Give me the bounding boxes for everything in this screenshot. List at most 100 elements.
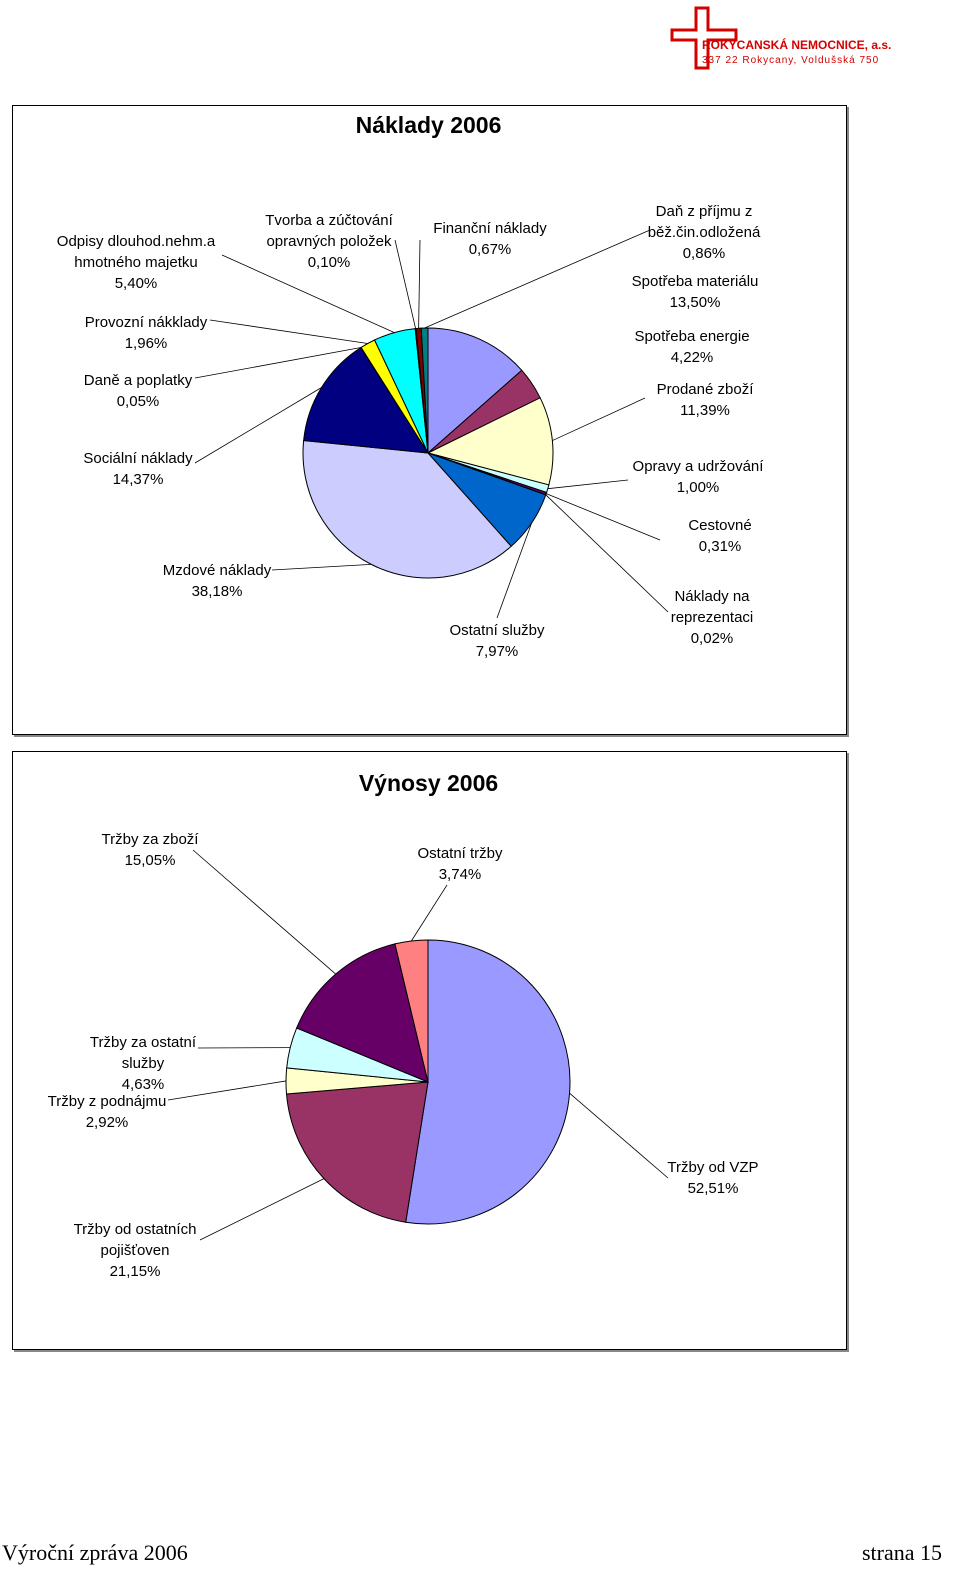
leader-line	[569, 1092, 669, 1179]
slice-value: 4,22%	[670, 349, 714, 366]
leader-line	[194, 387, 322, 464]
slice-value: 11,39%	[680, 402, 730, 419]
leader-line	[418, 239, 421, 329]
slice-value: 21,15%	[109, 1263, 161, 1280]
slice-label: Ostatní služby 7,97%	[427, 620, 567, 662]
chart-title: Náklady 2006	[355, 112, 502, 138]
slice-label: Prodané zboží 11,39%	[630, 379, 780, 421]
slice-category: Cestovné	[688, 517, 752, 534]
leader-line	[424, 229, 651, 329]
slice-value: 52,51%	[687, 1180, 739, 1197]
slice-value: 0,02%	[690, 630, 734, 647]
chart-frame	[12, 105, 847, 735]
slice-category: Tržby za zboží	[101, 831, 199, 848]
slice-value: 2,92%	[85, 1114, 129, 1131]
slice-category: Náklady na reprezentaci	[670, 588, 754, 626]
leader-line	[194, 347, 361, 379]
slice-label: Spotřeba energie 4,22%	[617, 326, 767, 368]
leader-line	[496, 522, 533, 619]
slice-value: 13,50%	[669, 294, 721, 311]
slice-category: Tržby od VZP	[667, 1159, 759, 1176]
slice-value: 38,18%	[191, 583, 243, 600]
leader-line	[271, 563, 372, 571]
leader-line	[192, 849, 336, 975]
slice-label: Tržby od ostatních pojišťoven 21,15%	[65, 1219, 205, 1282]
slice-category: Daně a poplatky	[83, 372, 193, 389]
footer-right: strana 15	[861, 1540, 942, 1565]
leader-line	[209, 319, 368, 344]
slice-label: Provozní nákklady 1,96%	[66, 312, 226, 354]
leader-line	[552, 397, 646, 441]
slice-category: Spotřeba materiálu	[631, 273, 759, 290]
slice-category: Finanční náklady	[433, 220, 547, 237]
footer-left: Výroční zpráva 2006	[2, 1540, 188, 1565]
leader-line	[545, 494, 669, 613]
slice-label: Mzdové náklady 38,18%	[142, 560, 292, 602]
slice-label: Náklady na reprezentaci 0,02%	[657, 586, 767, 649]
slice-category: Mzdové náklady	[162, 562, 272, 579]
slice-label: Tržby za zboží 15,05%	[75, 829, 225, 871]
leader-line	[221, 254, 395, 333]
slice-label: Tvorba a zúčtování opravných položek 0,10…	[254, 210, 404, 273]
leader-line	[167, 1080, 287, 1101]
chart-frame	[12, 751, 847, 1350]
pie-slice	[394, 939, 429, 1083]
slice-label: Cestovné 0,31%	[660, 515, 780, 557]
slice-category: Sociální náklady	[83, 450, 193, 467]
slice-label: Spotřeba materiálu 13,50%	[620, 271, 770, 313]
pie-slice	[405, 939, 571, 1225]
slice-category: Provozní nákklady	[84, 314, 208, 331]
slice-value: 1,00%	[676, 479, 720, 496]
slice-label: Sociální náklady 14,37%	[63, 448, 213, 490]
leader-line	[546, 493, 661, 541]
slice-value: 0,67%	[468, 241, 512, 258]
slice-value: 0,86%	[682, 245, 726, 262]
pie-slice	[302, 439, 512, 579]
company-address: 337 22 Rokycany, Voldušská 750	[702, 55, 879, 66]
slice-value: 14,37%	[112, 471, 164, 488]
slice-value: 15,05%	[124, 852, 176, 869]
slice-label: Tržby z podnájmu 2,92%	[27, 1091, 187, 1133]
slice-value: 0,31%	[698, 538, 742, 555]
pie-slice	[303, 346, 429, 454]
slice-label: Finanční náklady 0,67%	[420, 218, 560, 260]
slice-category: Tvorba a zúčtování opravných položek	[265, 212, 393, 250]
slice-value: 5,40%	[114, 275, 158, 292]
slice-value: 7,97%	[475, 643, 519, 660]
slice-label: Daň z příjmu z běž.čin.odložená 0,86%	[639, 201, 769, 264]
logo-cross	[670, 6, 738, 70]
slice-category: Tržby od ostatních pojišťoven	[73, 1221, 197, 1259]
logo: ROKYCANSKÁ NEMOCNICE, a.s. 337 22 Rokyca…	[670, 6, 891, 70]
leader-line	[394, 239, 417, 329]
slice-value: 1,96%	[124, 335, 168, 352]
slice-label: Ostatní tržby 3,74%	[385, 843, 535, 885]
slice-category: Prodané zboží	[656, 381, 754, 398]
leader-line	[547, 479, 629, 490]
pie-slice	[285, 1081, 429, 1223]
slice-category: Tržby za ostatní služby	[89, 1034, 197, 1072]
slice-label: Odpisy dlouhod.nehm.a hmotného majetku 5,…	[41, 231, 231, 294]
leader-line	[199, 1178, 325, 1241]
company-name: ROKYCANSKÁ NEMOCNICE, a.s.	[702, 37, 891, 52]
slice-value: 3,74%	[438, 866, 482, 883]
leader-line	[411, 884, 448, 942]
slice-category: Ostatní tržby	[417, 845, 503, 862]
pie-slice	[427, 327, 523, 455]
slice-value: 0,10%	[307, 254, 351, 271]
slice-category: Ostatní služby	[449, 622, 545, 639]
slice-category: Daň z příjmu z běž.čin.odložená	[647, 203, 761, 241]
pie-slice	[296, 943, 429, 1083]
slice-label: Daně a poplatky 0,05%	[63, 370, 213, 412]
slice-value: 4,63%	[121, 1076, 165, 1093]
slice-label: Tržby za ostatní služby 4,63%	[78, 1032, 208, 1095]
slice-category: Spotřeba energie	[634, 328, 750, 345]
slice-category: Tržby z podnájmu	[47, 1093, 167, 1110]
chart-title: Výnosy 2006	[358, 770, 499, 796]
slice-label: Tržby od VZP 52,51%	[638, 1157, 788, 1199]
slice-value: 0,05%	[116, 393, 160, 410]
slice-label: Opravy a udržování 1,00%	[618, 456, 778, 498]
slice-category: Opravy a udržování	[632, 458, 764, 475]
slice-category: Odpisy dlouhod.nehm.a hmotného majetku	[56, 233, 216, 271]
